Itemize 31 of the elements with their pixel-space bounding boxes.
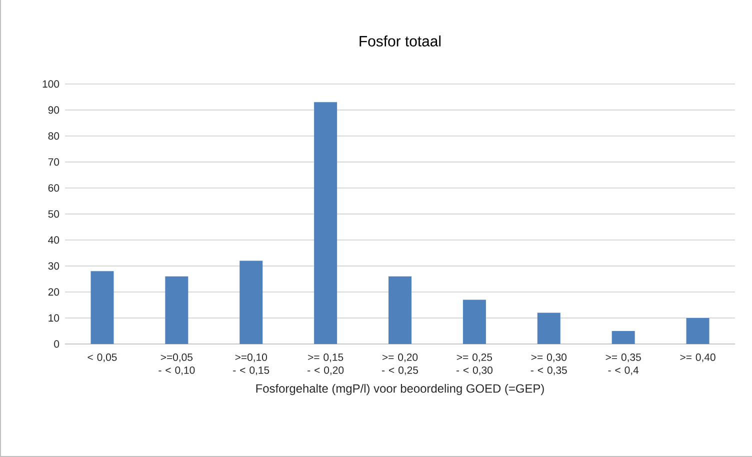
bar	[240, 260, 263, 344]
x-tick-label: >= 0,20 - < 0,25	[382, 354, 418, 376]
y-tick-label: 90	[48, 106, 60, 114]
y-tick-label: 60	[48, 184, 60, 192]
bar	[90, 271, 114, 344]
x-axis-title: Fosforgehalte (mgP/l) voor beoordeling GOED (=GEP)	[256, 384, 544, 396]
x-tick-label: >= 0,35 - < 0,4	[606, 354, 641, 376]
y-tick-label: 0	[54, 340, 60, 348]
x-tick-label: < 0,05	[88, 354, 117, 362]
chart-title: Fosfor totaal	[360, 36, 441, 46]
bar	[462, 300, 486, 344]
y-tick-label: 40	[48, 236, 60, 244]
bar	[686, 318, 710, 344]
x-tick-label: >= 0,25 - < 0,30	[456, 354, 492, 376]
bar	[388, 276, 412, 344]
y-tick-label: 100	[42, 80, 60, 88]
x-tick-label: >=0,10 - < 0,15	[233, 354, 270, 376]
y-tick-label: 10	[48, 314, 60, 322]
bar	[537, 312, 560, 344]
x-tick-label: >=0,05 - < 0,10	[158, 354, 195, 376]
bar	[612, 330, 635, 344]
x-tick-label: >= 0,40	[680, 354, 716, 362]
x-tick-label: >= 0,15 - < 0,20	[308, 354, 344, 376]
bar	[165, 276, 188, 344]
y-tick-label: 20	[48, 288, 60, 296]
y-tick-label: 70	[48, 158, 60, 166]
y-tick-label: 30	[48, 262, 60, 270]
y-tick-label: 50	[48, 210, 60, 218]
x-tick-label: >= 0,30 - < 0,35	[530, 354, 567, 376]
y-tick-label: 80	[48, 132, 60, 140]
bar	[314, 102, 338, 344]
